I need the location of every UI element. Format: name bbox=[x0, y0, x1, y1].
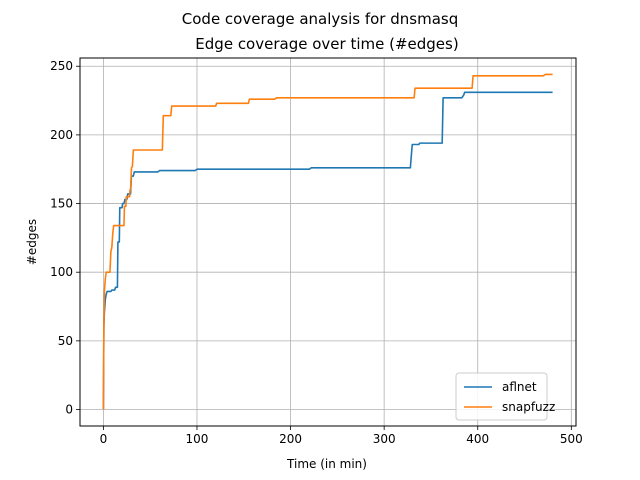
x-axis-label: Time (in min) bbox=[286, 457, 367, 471]
y-tick-label-50: 50 bbox=[58, 334, 73, 348]
legend-label-aflnet: aflnet bbox=[502, 380, 537, 394]
series-layer bbox=[102, 73, 553, 410]
ticks: 0 100 200 300 400 500 0 50 100 150 200 250 bbox=[50, 59, 583, 446]
plot-frame bbox=[79, 57, 577, 427]
y-tick-label-250: 250 bbox=[50, 59, 73, 73]
y-tick-label-0: 0 bbox=[65, 403, 73, 417]
series-line-snapfuzz bbox=[102, 73, 553, 410]
x-tick-label-200: 200 bbox=[279, 432, 302, 446]
chart-title: Edge coverage over time (#edges) bbox=[195, 35, 458, 53]
y-tick-label-200: 200 bbox=[50, 128, 73, 142]
legend-label-snapfuzz: snapfuzz bbox=[502, 400, 555, 414]
legend: aflnet snapfuzz bbox=[455, 372, 555, 421]
x-tick-label-400: 400 bbox=[466, 432, 489, 446]
y-axis-label: #edges bbox=[25, 219, 39, 265]
x-tick-label-100: 100 bbox=[186, 432, 209, 446]
grid bbox=[80, 58, 576, 426]
chart-suptitle: Code coverage analysis for dnsmasq bbox=[182, 10, 458, 28]
x-tick-label-0: 0 bbox=[100, 432, 108, 446]
x-tick-label-500: 500 bbox=[560, 432, 583, 446]
x-tick-label-300: 300 bbox=[373, 432, 396, 446]
y-tick-label-150: 150 bbox=[50, 197, 73, 211]
legend-box bbox=[455, 372, 548, 421]
y-tick-label-100: 100 bbox=[50, 265, 73, 279]
